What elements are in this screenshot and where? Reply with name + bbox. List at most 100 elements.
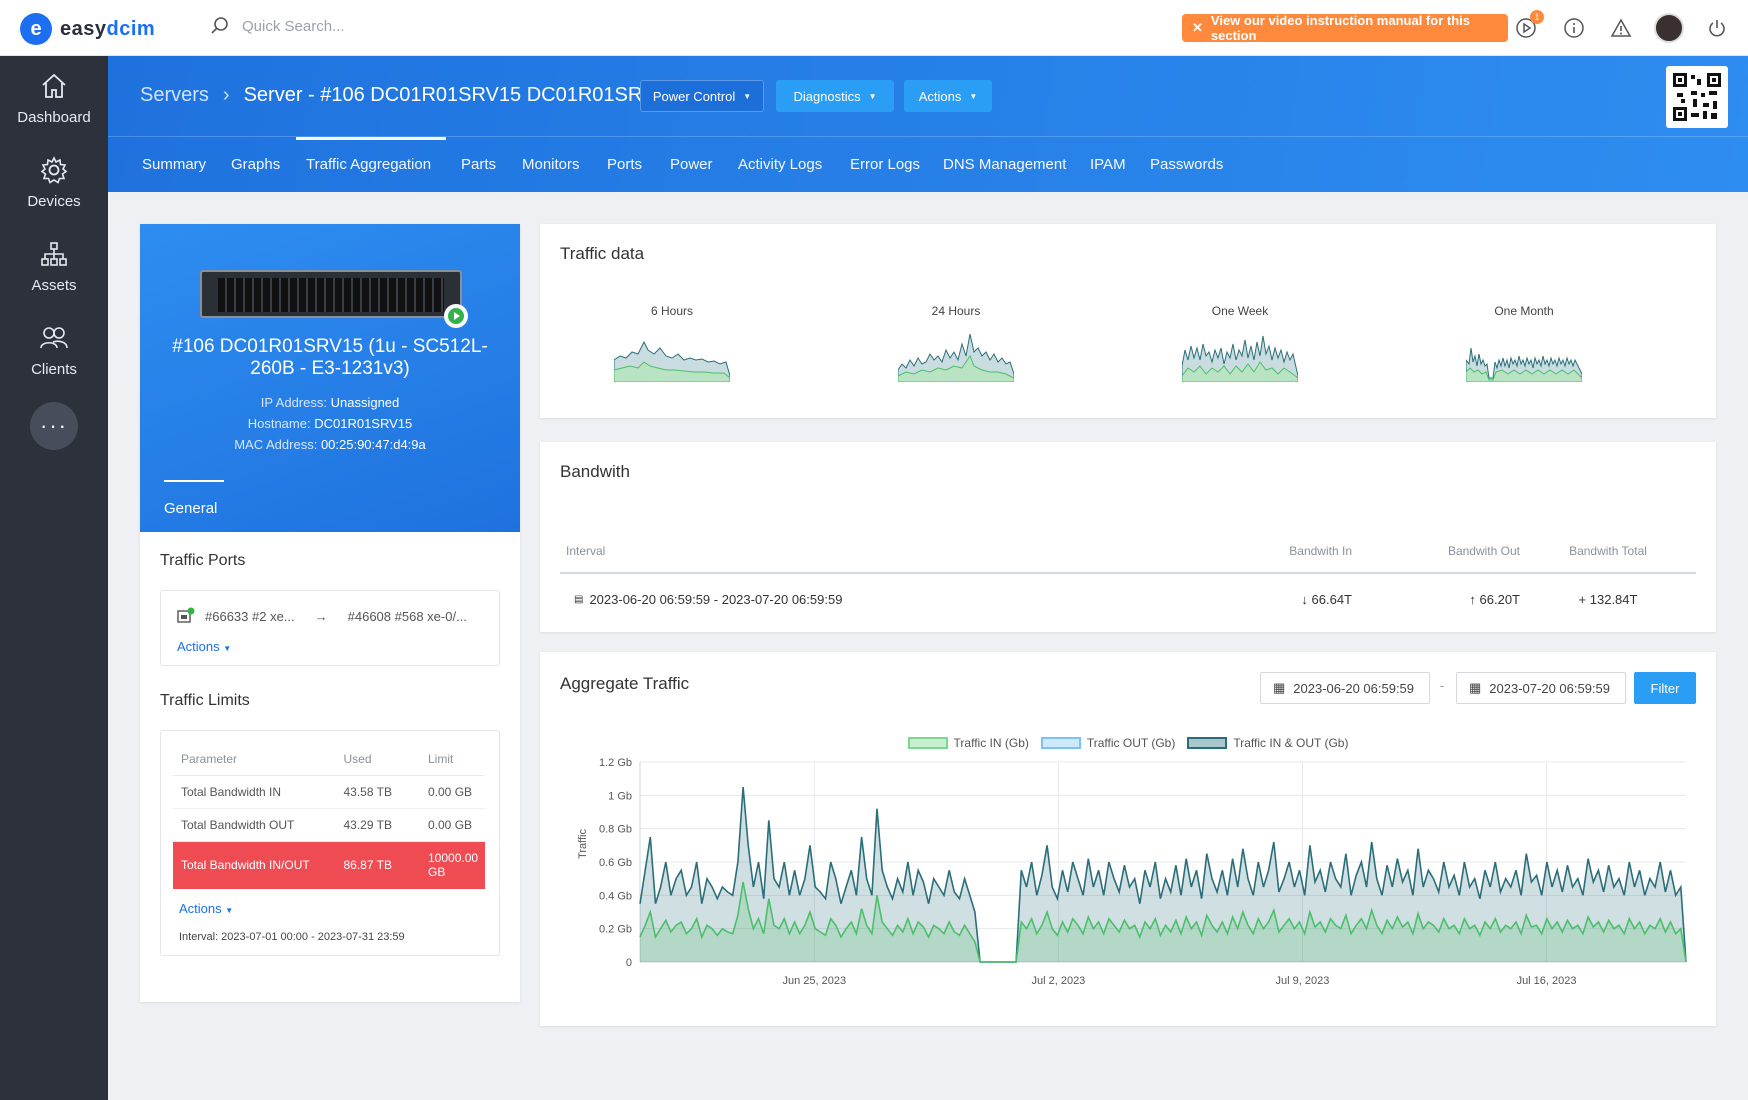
filter-button[interactable]: Filter bbox=[1634, 672, 1696, 704]
hostname: Hostname: DC01R01SRV15 bbox=[140, 416, 520, 431]
sparkline-6-hours[interactable]: 6 Hours bbox=[602, 304, 742, 382]
tab-ports[interactable]: Ports bbox=[607, 156, 643, 173]
col-parameter: Parameter bbox=[173, 743, 336, 776]
tab-power[interactable]: Power bbox=[670, 156, 713, 173]
power-control-button[interactable]: Power Control ▼ bbox=[640, 80, 764, 112]
breadcrumb-servers[interactable]: Servers bbox=[140, 84, 209, 106]
tab-passwords[interactable]: Passwords bbox=[1150, 156, 1224, 173]
date-to-input[interactable]: ▦ 2023-07-20 06:59:59 bbox=[1456, 672, 1626, 704]
sparkline-24-hours[interactable]: 24 Hours bbox=[886, 304, 1026, 382]
close-icon[interactable]: ✕ bbox=[1192, 20, 1203, 35]
table-header: Parameter Used Limit bbox=[173, 743, 485, 776]
table-row: Total Bandwidth OUT 43.29 TB 0.00 GB bbox=[173, 808, 485, 842]
date-to-value: 2023-07-20 06:59:59 bbox=[1489, 680, 1611, 696]
search-icon bbox=[211, 17, 228, 34]
power-icon[interactable] bbox=[1703, 14, 1731, 42]
legend-traffic-out[interactable]: Traffic OUT (Gb) bbox=[1040, 736, 1175, 750]
sidebar-item-dashboard[interactable]: Dashboard bbox=[0, 56, 108, 140]
arrow-down-icon: ↓ bbox=[1301, 591, 1312, 607]
sitemap-icon bbox=[41, 241, 67, 266]
cell-bandwidth-total: + 132.84T bbox=[1520, 592, 1696, 607]
tab-traffic-aggregation[interactable]: Traffic Aggregation bbox=[296, 137, 446, 193]
sidebar: Dashboard Devices Assets Clients ··· bbox=[0, 56, 108, 1100]
x-tick-label: Jun 25, 2023 bbox=[783, 975, 847, 987]
x-tick-label: Jul 2, 2023 bbox=[1031, 975, 1085, 987]
quick-search[interactable]: Quick Search... bbox=[210, 16, 345, 36]
traffic-ports-title: Traffic Ports bbox=[160, 552, 246, 569]
ports-actions-label: Actions bbox=[177, 639, 220, 654]
info-icon[interactable] bbox=[1560, 14, 1588, 42]
traffic-ports-box: #66633 #2 xe... → #46608 #568 xe-0/... A… bbox=[160, 590, 500, 666]
cell-bandwidth-out: ↑ 66.20T bbox=[1352, 592, 1520, 607]
caret-down-icon: ▼ bbox=[223, 644, 232, 653]
legend-traffic-in[interactable]: Traffic IN (Gb) bbox=[907, 736, 1029, 750]
legend-traffic-inout[interactable]: Traffic IN & OUT (Gb) bbox=[1187, 736, 1348, 750]
y-tick-label: 1 Gb bbox=[608, 790, 632, 802]
tab-error-logs[interactable]: Error Logs bbox=[850, 156, 921, 173]
sidebar-item-assets[interactable]: Assets bbox=[0, 224, 108, 308]
page-header: Servers › Server - #106 DC01R01SRV15 DC0… bbox=[108, 56, 1748, 192]
diagnostics-button[interactable]: Diagnostics ▼ bbox=[776, 80, 894, 112]
bandwidth-card: Bandwith Interval Bandwith In Bandwith O… bbox=[540, 442, 1716, 632]
mac-label: MAC Address: bbox=[234, 437, 318, 452]
sparkline-6h-chart bbox=[614, 340, 730, 382]
tab-summary[interactable]: Summary bbox=[142, 156, 207, 173]
col-bandwidth-total: Bandwith Total bbox=[1569, 544, 1647, 558]
sparkline-24h-chart bbox=[898, 333, 1014, 382]
breadcrumb: Servers › Server - #106 DC01R01SRV15 DC0… bbox=[140, 84, 678, 107]
tab-dns-management[interactable]: DNS Management bbox=[943, 156, 1067, 173]
caret-down-icon: ▼ bbox=[225, 906, 234, 915]
video-play-icon[interactable] bbox=[1512, 14, 1540, 42]
gear-icon bbox=[40, 155, 68, 184]
mac-value: 00:25:90:47:d4:9a bbox=[320, 437, 426, 452]
ip-label: IP Address: bbox=[260, 395, 327, 410]
search-input[interactable]: Quick Search... bbox=[242, 17, 345, 35]
sidebar-item-label: Dashboard bbox=[17, 108, 91, 126]
series-in-area bbox=[640, 882, 1686, 962]
server-card: #106 DC01R01SRV15 (1u - SC512L-260B - E3… bbox=[140, 224, 520, 1002]
cell-interval: ▤ 2023-06-20 06:59:59 - 2023-07-20 06:59… bbox=[560, 592, 1180, 607]
calendar-icon: ▤ bbox=[574, 593, 584, 605]
calendar-icon: ▦ bbox=[1273, 680, 1286, 695]
avatar[interactable] bbox=[1654, 13, 1684, 43]
y-tick-label: 0.2 Gb bbox=[599, 924, 632, 936]
cell-used: 86.87 TB bbox=[335, 841, 420, 889]
actions-label: Actions bbox=[918, 88, 962, 104]
date-from-input[interactable]: ▦ 2023-06-20 06:59:59 bbox=[1260, 672, 1430, 704]
ports-actions-link[interactable]: Actions ▼ bbox=[177, 639, 231, 654]
port-from[interactable]: #66633 #2 xe... bbox=[205, 608, 295, 624]
tab-parts[interactable]: Parts bbox=[461, 156, 497, 173]
sparkline-one-week[interactable]: One Week bbox=[1170, 304, 1310, 382]
traffic-limits-box: Parameter Used Limit Total Bandwidth IN … bbox=[160, 730, 500, 956]
more-button[interactable]: ··· bbox=[30, 402, 78, 450]
col-limit: Limit bbox=[420, 743, 485, 776]
tab-activity-logs[interactable]: Activity Logs bbox=[738, 156, 823, 173]
sidebar-item-devices[interactable]: Devices bbox=[0, 140, 108, 224]
col-bandwidth-out: Bandwith Out bbox=[1447, 544, 1520, 558]
ip-address: IP Address: Unassigned bbox=[140, 395, 520, 410]
users-icon bbox=[40, 326, 68, 348]
tab-monitors[interactable]: Monitors bbox=[522, 156, 580, 173]
series-inout-line bbox=[639, 786, 1687, 963]
sidebar-item-clients[interactable]: Clients bbox=[0, 308, 108, 392]
caret-down-icon: ▼ bbox=[743, 91, 752, 101]
tab-general[interactable]: General bbox=[164, 480, 224, 517]
video-manual-banner[interactable]: ✕ View our video instruction manual for … bbox=[1182, 13, 1508, 43]
home-icon bbox=[42, 73, 66, 98]
sparkline-one-month[interactable]: One Month bbox=[1454, 304, 1594, 382]
tab-ipam[interactable]: IPAM bbox=[1090, 156, 1126, 173]
tab-graphs[interactable]: Graphs bbox=[231, 156, 281, 173]
table-row-exceeded: Total Bandwidth IN/OUT 86.87 TB 10000.00… bbox=[173, 841, 485, 889]
aggregate-traffic-chart: 0 0.2 Gb 0.4 Gb 0.6 Gb 0.8 Gb 1 Gb 1.2 Gb Jun 2… bbox=[599, 757, 1687, 987]
chevron-right-icon: › bbox=[222, 84, 230, 106]
port-to[interactable]: #46608 #568 xe-0/... bbox=[347, 608, 467, 624]
qr-code-icon[interactable] bbox=[1666, 66, 1728, 128]
actions-button[interactable]: Actions ▼ bbox=[904, 80, 992, 112]
y-tick-label: 1.2 Gb bbox=[599, 757, 632, 769]
limits-actions-link[interactable]: Actions ▼ bbox=[179, 901, 233, 916]
warning-icon[interactable] bbox=[1607, 14, 1635, 42]
sparkline-label: One Week bbox=[1211, 304, 1269, 318]
brand-logo[interactable]: e easydcim bbox=[20, 13, 155, 45]
y-tick-label: 0.6 Gb bbox=[599, 857, 632, 869]
traffic-data-card: Traffic data 6 Hours 24 Hours One Week O… bbox=[540, 224, 1716, 418]
